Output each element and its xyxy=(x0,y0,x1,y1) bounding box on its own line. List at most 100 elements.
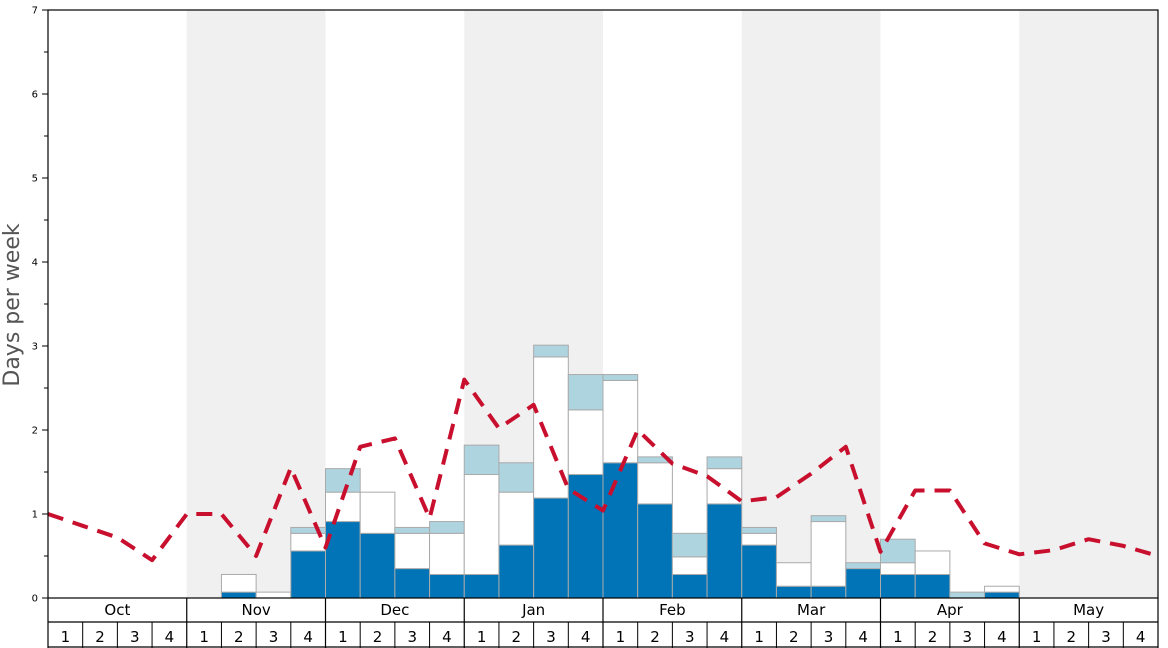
bar-week-20-segment-dark xyxy=(706,503,743,599)
week-label-nov-2: 2 xyxy=(234,628,244,646)
week-label-dec-3: 3 xyxy=(407,628,417,646)
bar-week-17-segment-dark xyxy=(602,462,639,599)
bar-week-25-segment-light xyxy=(880,538,916,564)
bar-week-11-segment-light xyxy=(394,526,431,534)
month-label-dec: Dec xyxy=(380,601,409,619)
week-label-oct-3: 3 xyxy=(130,628,140,646)
month-shade-may xyxy=(1019,10,1158,598)
bar-week-22-segment-dark xyxy=(775,585,812,599)
bar-week-6-segment-white xyxy=(220,573,257,593)
bar-week-24-segment-dark xyxy=(845,568,881,599)
week-label-jan-1: 1 xyxy=(477,628,487,646)
y-tick-label-2: 2 xyxy=(32,426,38,437)
y-tick-label-7: 7 xyxy=(32,6,38,17)
month-label-feb: Feb xyxy=(659,601,686,619)
bar-week-10-segment-white xyxy=(359,491,396,534)
bar-week-23-segment-dark xyxy=(810,585,847,599)
month-shade-mar xyxy=(741,10,881,598)
bar-week-13-segment-dark xyxy=(463,573,500,599)
bar-week-14-segment-white xyxy=(498,491,535,546)
bar-week-25-segment-white xyxy=(880,562,916,575)
bar-week-24-segment-light xyxy=(845,562,881,570)
y-axis-title: Days per week xyxy=(0,223,25,386)
bar-week-11-segment-dark xyxy=(394,568,431,599)
week-label-may-2: 2 xyxy=(1067,628,1077,646)
bar-week-16-segment-white xyxy=(567,409,604,476)
week-label-oct-1: 1 xyxy=(61,628,71,646)
y-tick-label-6: 6 xyxy=(32,90,38,101)
week-label-may-1: 1 xyxy=(1032,628,1042,646)
week-label-may-4: 4 xyxy=(1136,628,1146,646)
bar-week-22-segment-white xyxy=(775,562,812,587)
bar-week-23-segment-light xyxy=(810,515,847,523)
bar-week-13-segment-light xyxy=(463,444,500,476)
bar-week-17-segment-white xyxy=(602,379,639,464)
x-axis-month-week-rows: Oct 1 2 3 4 Nov 1 2 3 4 Dec 1 2 3 4 Jan 1 2 3 4 Feb 1 2 3 4 Mar 1 2… xyxy=(47,598,1159,648)
week-label-apr-3: 3 xyxy=(962,628,972,646)
week-label-apr-4: 4 xyxy=(997,628,1007,646)
bar-week-12-segment-dark xyxy=(429,573,465,599)
week-label-oct-4: 4 xyxy=(165,628,175,646)
week-label-mar-1: 1 xyxy=(754,628,764,646)
week-label-feb-3: 3 xyxy=(685,628,695,646)
bar-week-9-segment-dark xyxy=(325,521,361,599)
bar-week-14-segment-light xyxy=(498,462,535,493)
week-label-jan-2: 2 xyxy=(512,628,522,646)
bar-week-21-segment-dark xyxy=(741,544,777,599)
bar-week-13-segment-white xyxy=(463,474,500,575)
week-label-oct-2: 2 xyxy=(95,628,105,646)
month-label-nov: Nov xyxy=(241,601,270,619)
month-shade-nov xyxy=(186,10,326,598)
bar-week-27-segment-light xyxy=(949,591,986,599)
month-label-may: May xyxy=(1073,601,1104,619)
bar-week-17-segment-light xyxy=(602,374,639,381)
y-tick-label-0: 0 xyxy=(32,594,38,605)
week-label-dec-2: 2 xyxy=(373,628,383,646)
bar-week-16-segment-light xyxy=(567,374,604,411)
bar-week-15-segment-light xyxy=(533,344,569,358)
y-tick-label-5: 5 xyxy=(32,174,38,185)
bar-week-12-segment-white xyxy=(429,532,465,575)
week-label-nov-1: 1 xyxy=(199,628,209,646)
bar-week-21-segment-light xyxy=(741,526,777,534)
bar-week-8-segment-dark xyxy=(290,550,326,599)
week-label-may-3: 3 xyxy=(1101,628,1111,646)
week-label-mar-4: 4 xyxy=(858,628,868,646)
week-label-jan-4: 4 xyxy=(581,628,591,646)
month-label-mar: Mar xyxy=(797,601,826,619)
y-tick-label-3: 3 xyxy=(32,342,38,353)
week-label-feb-1: 1 xyxy=(616,628,626,646)
bar-week-20-segment-white xyxy=(706,468,743,505)
week-label-feb-4: 4 xyxy=(720,628,730,646)
bar-week-19-segment-dark xyxy=(671,573,708,599)
week-label-dec-4: 4 xyxy=(442,628,452,646)
bar-week-18-segment-dark xyxy=(637,503,673,599)
y-tick-label-4: 4 xyxy=(32,258,38,269)
week-label-nov-4: 4 xyxy=(303,628,313,646)
bar-week-19-segment-white xyxy=(671,556,708,575)
bars xyxy=(220,344,1020,599)
bar-week-18-segment-white xyxy=(637,462,673,505)
month-shading xyxy=(186,10,1158,598)
week-label-mar-2: 2 xyxy=(789,628,799,646)
bar-week-19-segment-light xyxy=(671,532,708,558)
bar-week-14-segment-dark xyxy=(498,544,535,599)
bar-week-9-segment-light xyxy=(325,468,361,493)
week-label-feb-2: 2 xyxy=(650,628,660,646)
bar-week-23-segment-white xyxy=(810,521,847,587)
bar-week-26-segment-white xyxy=(914,550,951,575)
bar-week-20-segment-light xyxy=(706,456,743,470)
bar-week-10-segment-dark xyxy=(359,532,396,599)
bar-week-6-segment-dark xyxy=(220,591,257,599)
bar-week-28-segment-white xyxy=(984,585,1020,593)
bar-week-18-segment-light xyxy=(637,456,673,464)
bar-week-21-segment-white xyxy=(741,532,777,546)
week-label-mar-3: 3 xyxy=(824,628,834,646)
y-tick-label-1: 1 xyxy=(32,510,38,521)
bar-week-25-segment-dark xyxy=(880,573,916,599)
week-label-nov-3: 3 xyxy=(269,628,279,646)
month-label-jan: Jan xyxy=(521,601,545,619)
dashed-line-series xyxy=(47,377,1159,563)
bar-week-15-segment-dark xyxy=(533,497,569,599)
